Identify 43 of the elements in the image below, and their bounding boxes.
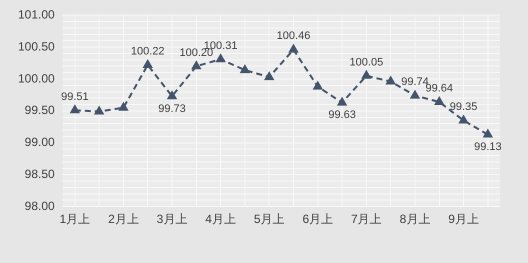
point [410,90,420,99]
point [459,115,468,124]
y-tick-label: 101.00 [18,8,56,22]
point [70,105,80,114]
point [192,61,201,70]
data-label: 99.64 [426,82,454,94]
point [118,102,128,111]
x-tick-label: 5月上 [254,212,285,226]
y-tick-label: 98.00 [24,198,56,213]
point [94,106,104,115]
x-tick-label: 3月上 [156,212,188,226]
y-tick-label: 99.50 [24,103,56,118]
x-tick-label: 1月上 [60,212,90,226]
x-tick-label: 4月上 [205,212,236,226]
data-label: 99.35 [450,101,478,113]
point [289,44,298,53]
x-tick-label: 8月上 [400,212,430,226]
point [483,130,492,138]
point [313,82,322,90]
data-label: 100.46 [276,30,310,42]
data-label: 99.63 [328,109,356,122]
data-label: 99.13 [474,141,502,154]
y-tick-label: 100.50 [18,39,56,54]
x-tick-label: 6月上 [302,212,334,226]
data-label: 99.73 [158,102,186,115]
data-label: 99.51 [61,90,89,103]
x-tick-label: 2月上 [108,212,139,226]
point [338,98,347,106]
x-tick-label: 7月上 [351,212,382,226]
data-label: 100.22 [130,45,165,58]
point [264,72,274,80]
y-tick-label: 100.00 [18,71,56,86]
point [168,91,176,100]
data-label: 100.05 [350,56,384,68]
point [386,76,396,85]
point [240,65,250,74]
x-tick-label: 9月上 [448,212,479,226]
y-tick-label: 98.50 [24,167,56,182]
point [362,70,371,79]
point [143,60,152,68]
y-tick-label: 99.00 [24,135,56,150]
point [434,96,444,105]
point [216,54,226,62]
